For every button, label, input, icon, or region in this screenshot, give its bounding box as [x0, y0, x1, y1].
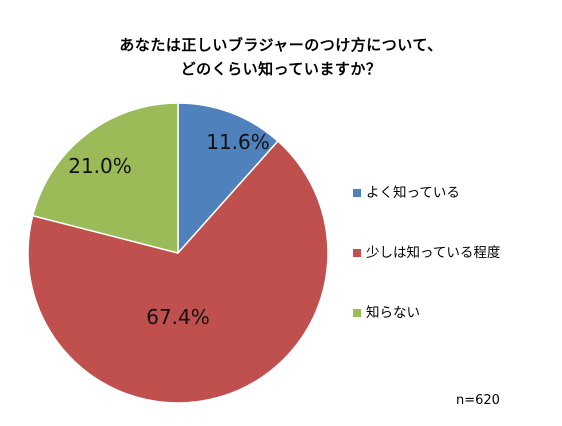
legend-label: 少しは知っている程度 [366, 245, 501, 261]
legend-label: よく知っている [366, 185, 460, 201]
pie-slice [177, 102, 279, 255]
legend-swatch [353, 189, 361, 197]
sample-size-note: n=620 [456, 393, 500, 408]
legend-swatch [353, 249, 361, 257]
chart-title-line-1: あなたは正しいブラジャーのつけ方について、 [119, 36, 443, 54]
chart-title-line-2: どのくらい知っていますか？ [180, 60, 382, 78]
pie-slice [31, 102, 179, 254]
legend-label: 知らない [366, 305, 420, 321]
pie-slice [27, 140, 329, 404]
slice-value-label: 21.0% [68, 154, 132, 178]
legend-swatch [353, 309, 361, 317]
slice-value-label: 67.4% [146, 305, 210, 329]
slice-value-label: 11.6% [206, 130, 270, 154]
